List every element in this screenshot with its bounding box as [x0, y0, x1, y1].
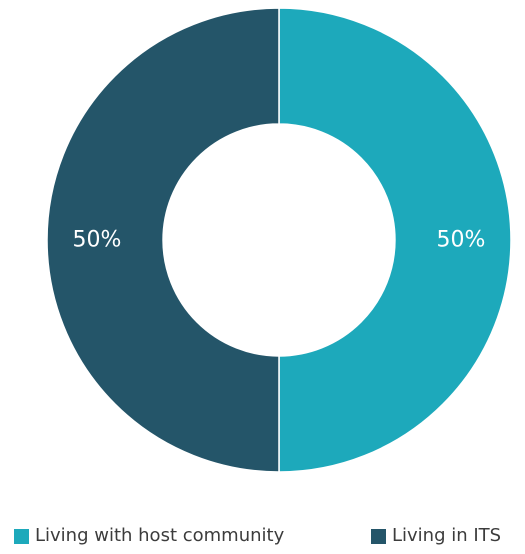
data-label-living-in-its: 50%: [73, 228, 122, 253]
legend-label: Living in ITS: [392, 525, 502, 546]
chart-legend: Living with host community Living in ITS: [0, 524, 525, 552]
chart-data-labels: 50% 50%: [73, 228, 486, 253]
legend-swatch-living-with-host-community: [14, 528, 29, 544]
donut-chart: 50% 50%: [46, 7, 512, 473]
legend-item-living-with-host-community: Living with host community: [14, 524, 284, 548]
chart-slices: [46, 7, 512, 473]
legend-swatch-living-in-its: [371, 528, 386, 544]
data-label-living-with-host-community: 50%: [437, 228, 486, 253]
legend-label: Living with host community: [35, 525, 285, 546]
donut-slice-living-in-its: [46, 7, 280, 473]
legend-item-living-in-its: Living in ITS: [371, 524, 501, 548]
donut-slice-living-with-host-community: [278, 7, 512, 473]
